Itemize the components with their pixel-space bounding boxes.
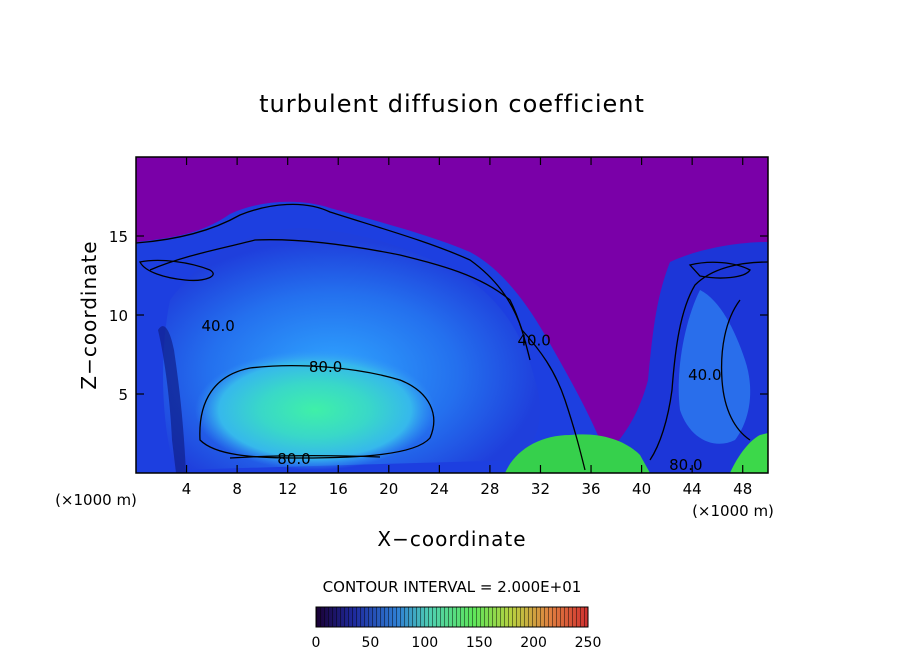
colorbar: 0 50 100 150 200 250 bbox=[312, 606, 602, 651]
x-tick-label: 28 bbox=[480, 480, 499, 498]
colorbar-tick-label: 150 bbox=[466, 635, 493, 651]
y-axis-label: Z−coordinate bbox=[77, 240, 101, 389]
core-region bbox=[195, 350, 435, 470]
green-patch-right bbox=[730, 433, 768, 473]
green-patch-center bbox=[505, 434, 650, 473]
contour-label: 40.0 bbox=[517, 331, 550, 349]
contour-interval-text: CONTOUR INTERVAL = 2.000E+01 bbox=[323, 578, 582, 596]
left-dark-streak bbox=[158, 326, 186, 473]
contour-label: 40.0 bbox=[201, 317, 234, 335]
x-tick-label: 8 bbox=[232, 480, 242, 498]
y-axis-ticks: 5 10 15 bbox=[109, 228, 768, 404]
colorbar-tick-label: 0 bbox=[312, 635, 321, 651]
y-tick-label: 5 bbox=[118, 386, 128, 404]
x-tick-label: 48 bbox=[733, 480, 752, 498]
y-tick-label: 15 bbox=[109, 228, 128, 246]
contour-label: 80.0 bbox=[277, 450, 310, 468]
colorbar-tick-label: 50 bbox=[361, 635, 379, 651]
x-axis-ticks: 4 8 12 16 20 24 28 32 36 40 44 48 bbox=[182, 157, 752, 498]
contour-line-right bbox=[649, 261, 768, 461]
colorbar-stripes bbox=[316, 607, 588, 627]
colorbar-tick-label: 100 bbox=[411, 635, 438, 651]
contour-line-left-blob bbox=[139, 259, 214, 282]
x-tick-label: 12 bbox=[278, 480, 297, 498]
x-unit-right: (×1000 m) bbox=[692, 502, 774, 520]
contour-line-80-bottom bbox=[229, 454, 381, 459]
colorbar-tick-label: 200 bbox=[520, 635, 547, 651]
x-tick-label: 32 bbox=[531, 480, 550, 498]
x-tick-label: 40 bbox=[632, 480, 651, 498]
x-tick-label: 16 bbox=[329, 480, 348, 498]
x-tick-label: 36 bbox=[581, 480, 600, 498]
x-unit-left: (×1000 m) bbox=[55, 491, 137, 509]
contour-line-40 bbox=[149, 239, 531, 361]
x-axis-label: X−coordinate bbox=[377, 527, 526, 551]
colorbar-ticks: 0 50 100 150 200 250 bbox=[312, 635, 602, 651]
colorbar-frame bbox=[315, 606, 589, 628]
right-inner-region bbox=[678, 290, 751, 444]
x-tick-label: 24 bbox=[430, 480, 449, 498]
contour-lines bbox=[136, 203, 768, 471]
contour-line-right-inner bbox=[720, 299, 751, 441]
y-tick-label: 10 bbox=[109, 307, 128, 325]
x-tick-label: 20 bbox=[379, 480, 398, 498]
x-tick-label: 44 bbox=[683, 480, 702, 498]
heatmap-field: 40.0 80.0 80.0 40.0 40.0 80.0 bbox=[136, 157, 768, 474]
contour-label: 80.0 bbox=[669, 456, 702, 474]
contour-labels: 40.0 80.0 80.0 40.0 40.0 80.0 bbox=[201, 317, 721, 474]
contour-line-80 bbox=[199, 365, 435, 459]
contour-line-right-blob bbox=[688, 261, 751, 279]
chart-title: turbulent diffusion coefficient bbox=[259, 90, 645, 118]
x-tick-label: 4 bbox=[182, 480, 192, 498]
contour-label: 40.0 bbox=[688, 366, 721, 384]
contour-label: 80.0 bbox=[309, 358, 342, 376]
colorbar-tick-label: 250 bbox=[575, 635, 602, 651]
contour-line-outer bbox=[136, 203, 586, 471]
